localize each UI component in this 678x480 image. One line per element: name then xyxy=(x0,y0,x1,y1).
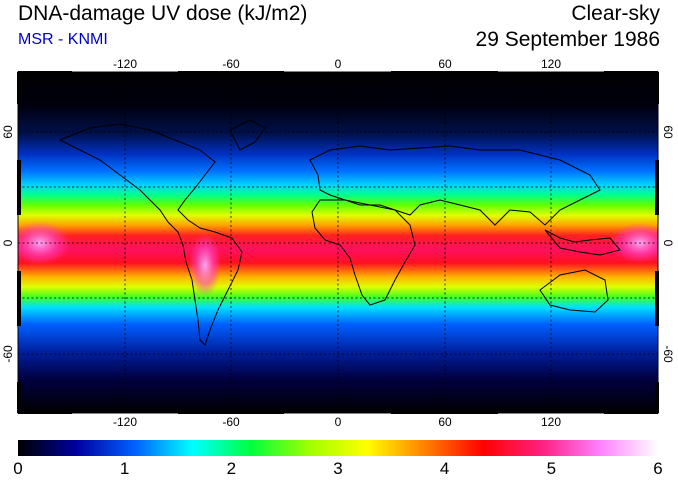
graticule xyxy=(18,72,658,413)
colorbar-tick-label: 2 xyxy=(226,459,237,478)
colorbar-tick-label: 0 xyxy=(13,459,23,478)
map-title: DNA-damage UV dose (kJ/m2) xyxy=(18,2,308,25)
longitude-labels-top: -120 -60 0 60 120 xyxy=(113,57,561,71)
map-frame xyxy=(17,71,659,414)
colorbar-tick-label: 5 xyxy=(546,459,557,478)
lon-label-top: 120 xyxy=(541,57,561,71)
longitude-labels-bottom: -120 -60 0 60 120 xyxy=(113,415,561,429)
colorbar-tick-label: 1 xyxy=(119,459,130,478)
lon-label-bottom: -120 xyxy=(113,415,137,429)
latitude-labels-left: 60 0 -60 xyxy=(1,125,15,363)
lat-label-left: 60 xyxy=(1,125,15,139)
colorbar-tick-label: 3 xyxy=(333,459,343,478)
colorbar xyxy=(18,440,658,456)
lon-label-top: -120 xyxy=(113,57,137,71)
andes-hotspot xyxy=(189,233,221,297)
date-label: 29 September 1986 xyxy=(475,28,660,51)
lon-label-top: 0 xyxy=(335,57,342,71)
latitude-labels-right: 60 0 -60 xyxy=(661,125,675,363)
frame-ticks xyxy=(17,71,659,414)
coastlines xyxy=(58,119,621,346)
colorbar-tick-label: 6 xyxy=(653,459,663,478)
indonesia-hotspot xyxy=(610,223,658,263)
lat-label-right: -60 xyxy=(661,345,675,363)
source-label: MSR - KNMI xyxy=(18,31,108,48)
lat-label-right: 60 xyxy=(661,125,675,139)
lat-label-right: 0 xyxy=(661,240,675,247)
sky-condition-label: Clear-sky xyxy=(571,2,660,25)
lon-label-bottom: 60 xyxy=(438,415,452,429)
lon-label-bottom: 0 xyxy=(335,415,342,429)
lon-label-top: -60 xyxy=(222,57,240,71)
pacific-hotspot xyxy=(18,221,70,265)
lat-label-left: 0 xyxy=(1,239,15,246)
lon-label-bottom: -60 xyxy=(222,415,240,429)
lon-label-bottom: 120 xyxy=(541,415,561,429)
lon-label-top: 60 xyxy=(438,57,452,71)
colorbar-tick-label: 4 xyxy=(439,459,450,478)
lat-label-left: -60 xyxy=(1,345,15,363)
